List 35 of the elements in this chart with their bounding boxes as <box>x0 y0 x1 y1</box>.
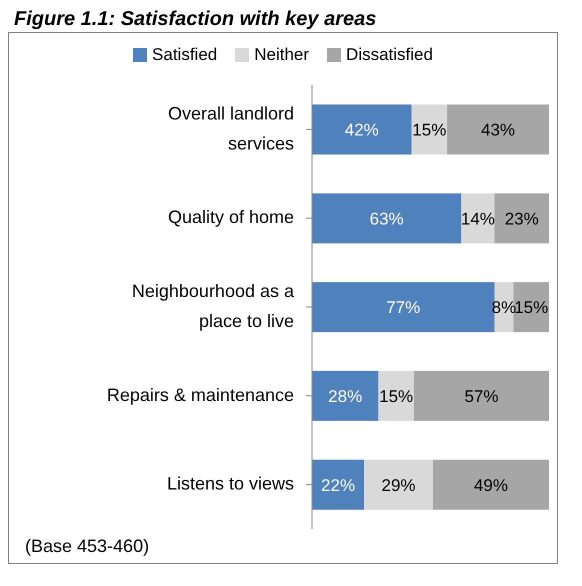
data-label: 23% <box>504 209 539 228</box>
data-label: 49% <box>474 476 508 495</box>
y-tick-label: Repairs & maintenance <box>106 384 294 405</box>
data-label: 43% <box>481 120 516 140</box>
data-label: 15% <box>514 298 548 318</box>
data-label: 77% <box>386 298 420 318</box>
bar <box>312 370 378 421</box>
data-label: 15% <box>412 120 446 140</box>
data-label: 15% <box>379 386 414 406</box>
y-tick-label: Neighbourhood as a place to live <box>132 280 295 331</box>
data-label: 28% <box>328 386 362 406</box>
bar <box>378 370 414 421</box>
data-label: 57% <box>464 386 498 406</box>
bar <box>432 460 549 510</box>
legend-label: Satisfied <box>152 45 218 65</box>
data-label: 63% <box>370 209 404 228</box>
bar <box>312 193 462 244</box>
text: (Base 453-460) <box>25 536 150 557</box>
bar <box>412 104 448 155</box>
chart-title: Figure 1.1: Satisfaction with key areas <box>14 8 378 32</box>
legend-label: Dissatisfied <box>346 45 433 65</box>
y-tick-label: Listens to views <box>166 473 294 494</box>
data-label: 22% <box>321 476 356 495</box>
bar <box>364 460 433 510</box>
bar <box>494 193 549 244</box>
data-label: 29% <box>381 476 416 495</box>
bar <box>414 370 549 421</box>
bar <box>312 104 412 155</box>
bar <box>312 460 364 510</box>
bar <box>447 104 549 155</box>
legend-label: Neither <box>254 45 310 65</box>
data-label: 14% <box>460 209 495 228</box>
data-label: 42% <box>344 120 379 140</box>
y-tick-label: Overall landlord services <box>168 103 294 154</box>
y-tick-label: Quality of home <box>168 206 294 227</box>
